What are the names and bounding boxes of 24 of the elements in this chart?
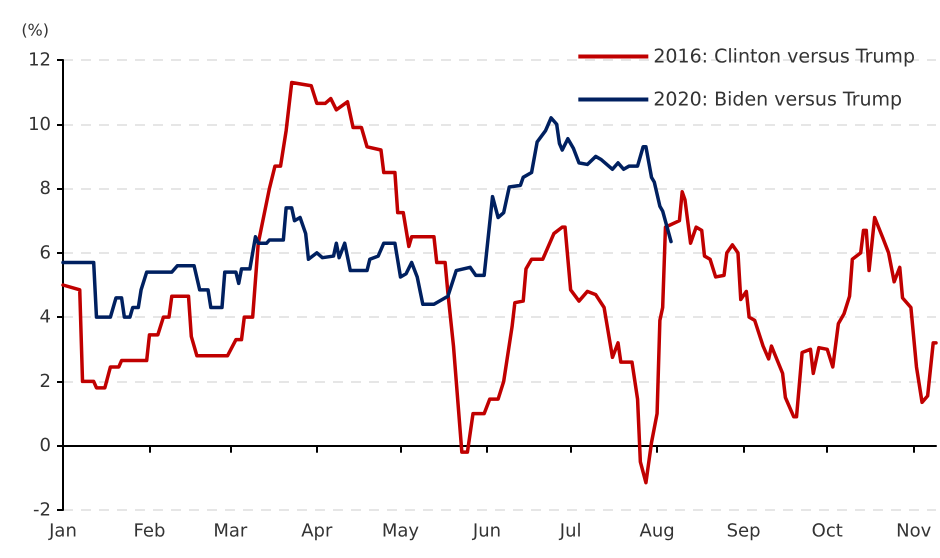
x-tick-label: Jun bbox=[472, 520, 502, 542]
y-tick-label: 8 bbox=[40, 178, 51, 200]
y-tick-label: 0 bbox=[40, 435, 51, 456]
legend-label: 2016: Clinton versus Trump bbox=[653, 46, 916, 68]
x-tick-label: Sep bbox=[726, 520, 761, 542]
y-tick-label: 4 bbox=[40, 306, 51, 328]
x-tick-label: Nov bbox=[896, 520, 932, 542]
x-tick-label: Oct bbox=[812, 520, 843, 542]
y-tick-label: 10 bbox=[28, 114, 51, 135]
y-tick-label: 12 bbox=[28, 50, 51, 70]
x-tick-label: Apr bbox=[301, 520, 333, 542]
y-tick-label: -2 bbox=[33, 500, 51, 520]
line-series bbox=[61, 116, 673, 319]
x-tick-label: Jul bbox=[558, 520, 582, 542]
line-series bbox=[61, 80, 938, 484]
legend-label: 2020: Biden versus Trump bbox=[653, 88, 902, 110]
x-tick-label: May bbox=[382, 520, 420, 542]
y-axis-title: (%) bbox=[21, 20, 49, 40]
y-tick-label: 6 bbox=[40, 242, 51, 264]
x-tick-label: Mar bbox=[213, 520, 248, 542]
x-tick-label: Aug bbox=[640, 520, 675, 542]
y-tick-label: 2 bbox=[40, 370, 51, 392]
x-tick-label: Feb bbox=[134, 520, 166, 542]
x-tick-label: Jan bbox=[48, 520, 77, 542]
